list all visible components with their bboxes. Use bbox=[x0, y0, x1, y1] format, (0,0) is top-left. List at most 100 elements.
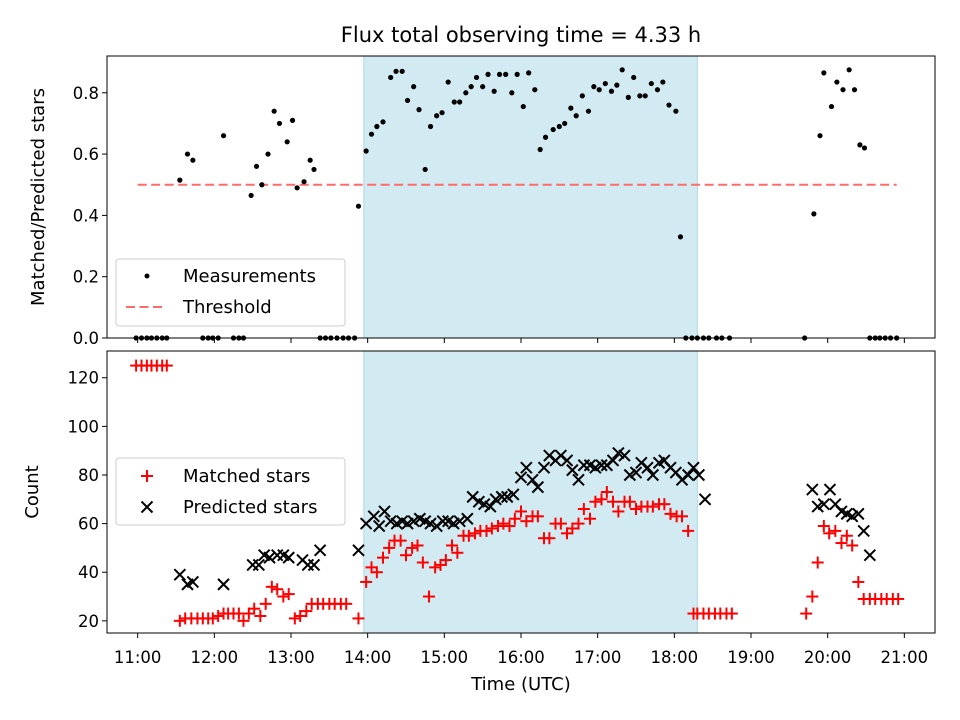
measurement-point bbox=[857, 142, 863, 148]
predicted-star-point bbox=[282, 551, 295, 564]
measurement-point bbox=[311, 166, 317, 173]
legend-measurements-marker bbox=[144, 273, 150, 279]
y-tick-label: 0.0 bbox=[73, 329, 99, 348]
predicted-star-point bbox=[418, 514, 432, 528]
legend-threshold-label: Threshold bbox=[182, 297, 272, 318]
measurement-point bbox=[602, 80, 608, 87]
measurement-point bbox=[416, 107, 422, 113]
measurement-point bbox=[596, 87, 602, 93]
measurement-point bbox=[666, 102, 672, 108]
predicted-star-point bbox=[806, 483, 819, 496]
predicted-star-point bbox=[436, 514, 450, 528]
y-tick-label: 0.8 bbox=[73, 84, 99, 103]
predicted-star-point bbox=[606, 454, 620, 467]
bottom-legend: Matched stars Predicted stars bbox=[115, 457, 346, 526]
measurement-point bbox=[585, 108, 592, 114]
measurement-point bbox=[220, 133, 227, 139]
predicted-star-point bbox=[352, 544, 365, 557]
measurement-point bbox=[271, 108, 277, 114]
y-tick-label: 0.6 bbox=[73, 145, 99, 164]
top-legend-box bbox=[115, 258, 346, 327]
top-y-ticks: 0.0 0.2 0.4 0.6 0.8 bbox=[73, 84, 107, 348]
measurement-point bbox=[265, 151, 271, 157]
predicted-star-point bbox=[835, 505, 848, 518]
measurement-point bbox=[434, 113, 440, 119]
predicted-star-point bbox=[595, 459, 608, 472]
predicted-star-point bbox=[537, 461, 551, 474]
measurement-point bbox=[307, 157, 313, 163]
predicted-star-point bbox=[257, 548, 271, 562]
predicted-star-point bbox=[692, 468, 706, 482]
legend-measurements-label: Measurements bbox=[183, 266, 316, 287]
predicted-star-point bbox=[367, 510, 381, 523]
predicted-star-point bbox=[520, 461, 533, 474]
predicted-star-point bbox=[612, 446, 625, 460]
predicted-star-point bbox=[681, 468, 695, 482]
bottom-panel: 20 40 60 80 100 120 11:00 12:00 13:00 14:00 15:00… bbox=[22, 350, 936, 695]
measurement-point bbox=[253, 163, 260, 169]
measurement-point bbox=[473, 74, 480, 81]
x-tick-label: 15:00 bbox=[421, 648, 469, 667]
x-axis-label: Time (UTC) bbox=[470, 674, 571, 695]
predicted-star-point bbox=[852, 507, 865, 521]
measurement-point bbox=[568, 105, 574, 111]
predicted-star-point bbox=[646, 468, 660, 482]
predicted-star-point bbox=[863, 548, 877, 562]
measurement-point bbox=[579, 93, 585, 99]
measurement-point bbox=[573, 113, 579, 119]
measurement-point bbox=[388, 74, 394, 81]
top-legend: Measurements Threshold bbox=[115, 258, 346, 327]
bottom-plot-frame bbox=[106, 350, 936, 634]
y-tick-label: 80 bbox=[78, 466, 99, 485]
x-tick-label: 18:00 bbox=[651, 648, 699, 667]
bottom-x-ticks: 11:00 12:00 13:00 14:00 15:00 16:00 17:00 18:00… bbox=[114, 633, 928, 667]
predicted-star-point bbox=[507, 488, 520, 501]
predicted-star-point bbox=[495, 490, 509, 504]
predicted-star-point bbox=[514, 471, 528, 484]
measurement-point bbox=[817, 133, 823, 139]
x-tick-label: 16:00 bbox=[497, 648, 545, 667]
predicted-star-point bbox=[572, 473, 585, 487]
measurement-point bbox=[491, 88, 497, 94]
measurement-point bbox=[276, 120, 283, 127]
measurement-point bbox=[532, 87, 538, 93]
measurement-point bbox=[834, 79, 840, 85]
measurement-point bbox=[846, 67, 852, 73]
measurement-point bbox=[457, 99, 463, 105]
predicted-star-point bbox=[378, 505, 391, 518]
measurement-point bbox=[355, 203, 362, 209]
measurement-point bbox=[562, 120, 568, 127]
x-tick-label: 14:00 bbox=[344, 648, 392, 667]
predicted-star-point bbox=[441, 514, 455, 528]
x-tick-label: 11:00 bbox=[114, 648, 162, 667]
y-tick-label: 120 bbox=[68, 369, 100, 388]
measurement-point bbox=[811, 211, 817, 217]
predicted-star-point bbox=[840, 507, 854, 521]
legend-predicted-marker bbox=[140, 500, 154, 514]
measurement-point bbox=[608, 88, 615, 94]
measurement-point bbox=[642, 93, 648, 99]
measurement-point bbox=[828, 103, 835, 110]
measurement-point bbox=[648, 80, 654, 87]
measurement-point bbox=[526, 70, 532, 76]
predicted-star-point bbox=[531, 480, 545, 494]
predicted-star-point bbox=[560, 454, 574, 467]
predicted-star-point bbox=[698, 493, 712, 506]
top-plot-frame bbox=[106, 55, 936, 339]
predicted-star-point bbox=[307, 558, 321, 572]
measurement-point bbox=[840, 87, 846, 93]
predicted-star-point bbox=[641, 461, 654, 474]
top-panel: 0.0 0.2 0.4 0.6 0.8 Measurements Threshold F… bbox=[28, 23, 936, 348]
predicted-star-point bbox=[186, 575, 200, 589]
predicted-star-point bbox=[526, 473, 539, 487]
measurement-point bbox=[625, 94, 631, 100]
measurement-point bbox=[190, 157, 196, 163]
x-tick-label: 20:00 bbox=[804, 648, 852, 667]
measurement-point bbox=[509, 90, 515, 96]
predicted-star-point bbox=[629, 466, 643, 479]
predicted-star-point bbox=[618, 449, 631, 462]
measurement-point bbox=[677, 234, 684, 240]
measurement-point bbox=[427, 123, 434, 130]
top-x-ticks bbox=[137, 338, 905, 343]
measurement-point bbox=[614, 82, 620, 88]
